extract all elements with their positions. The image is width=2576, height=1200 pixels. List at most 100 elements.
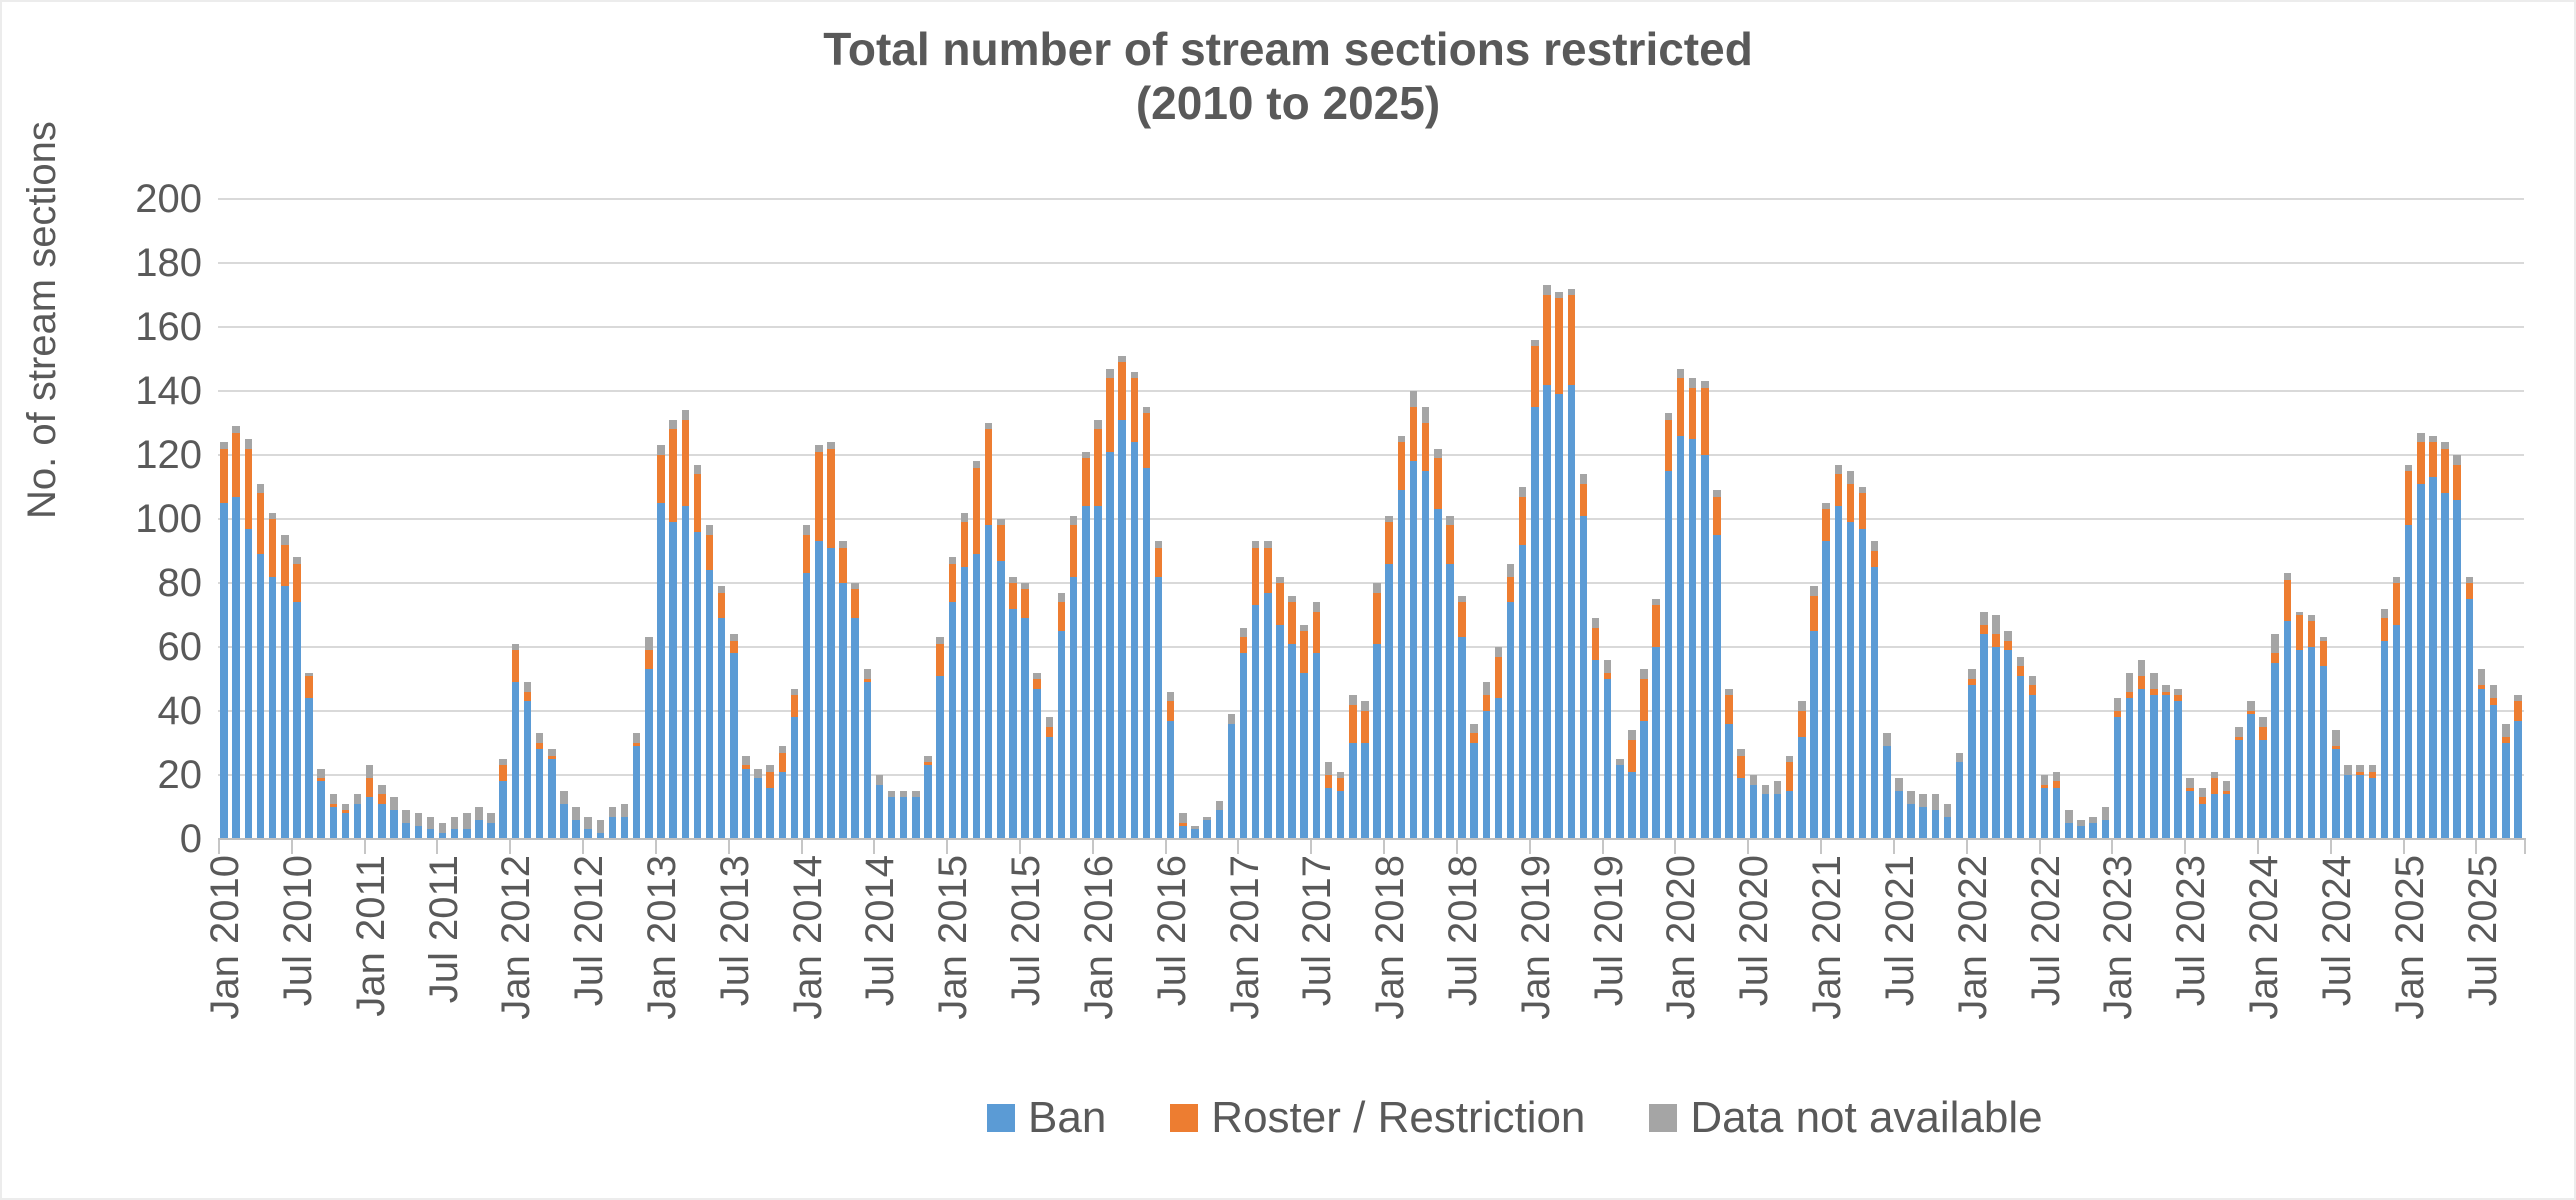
bar-jul-2015-ban — [1021, 618, 1029, 839]
bar-oct-2012-ban — [620, 816, 629, 839]
bar-aug-2011-na — [450, 816, 459, 830]
bar-apr-2018-roster — [1421, 423, 1430, 471]
bar-sep-2015-roster — [1045, 727, 1054, 737]
bar-feb-2020-ban — [1688, 439, 1697, 839]
bar-sep-2024-roster — [2356, 771, 2364, 775]
bar-nov-2022-na — [2089, 816, 2097, 823]
x-tick-mark-8 — [800, 840, 803, 854]
bar-feb-2025-ban — [2417, 483, 2425, 839]
bar-jun-2015-ban — [1009, 608, 1017, 839]
x-tick-mark-end — [2524, 840, 2526, 854]
chart-title-line2: (2010 to 2025) — [1135, 77, 1441, 129]
bar-jun-2016-roster — [1154, 547, 1163, 577]
bar-dec-2018-roster — [1518, 496, 1527, 545]
bar-mar-2018-roster — [1409, 407, 1418, 462]
plot-area — [218, 198, 2524, 839]
bar-dec-2012-roster — [645, 650, 653, 670]
bar-aug-2015-roster — [1033, 679, 1041, 689]
bar-jun-2019-na — [1591, 618, 1600, 628]
bar-sep-2015-na — [1045, 717, 1054, 727]
bar-apr-2020-roster — [1713, 496, 1721, 535]
bar-sep-2013-ban — [754, 778, 762, 839]
bar-jun-2016-na — [1154, 541, 1163, 548]
bar-jun-2021-ban — [1883, 746, 1891, 839]
bar-oct-2019-ban — [1640, 720, 1648, 839]
bar-nov-2012-na — [632, 733, 641, 743]
bar-jul-2024-roster — [2332, 746, 2340, 750]
bar-apr-2018-na — [1421, 407, 1430, 423]
bar-oct-2021-ban — [1931, 810, 1940, 839]
bar-dec-2020-na — [1810, 586, 1818, 596]
y-tick-label-180: 180 — [135, 241, 202, 285]
bar-oct-2017-na — [1349, 695, 1357, 705]
bar-sep-2014-na — [899, 791, 908, 798]
bar-jan-2018-roster — [1385, 522, 1393, 564]
bar-sep-2022-na — [2065, 810, 2073, 823]
bar-dec-2024-ban — [2392, 624, 2401, 839]
bar-may-2024-roster — [2307, 621, 2316, 647]
bar-jan-2022-roster — [1968, 679, 1976, 686]
bar-aug-2019-na — [1616, 759, 1624, 766]
bar-aug-2016-ban — [1179, 826, 1187, 839]
bar-dec-2017-ban — [1373, 643, 1381, 839]
bar-jul-2019-na — [1603, 659, 1612, 673]
bar-may-2025-ban — [2453, 499, 2461, 839]
x-tick-label-jan-2020: Jan 2020 — [1659, 855, 1704, 1020]
bar-dec-2019-na — [1664, 413, 1673, 420]
bar-mar-2012-roster — [535, 743, 544, 750]
bar-jan-2016-na — [1094, 419, 1102, 430]
bar-jan-2025-na — [2404, 464, 2413, 471]
bar-feb-2016-na — [1106, 368, 1114, 379]
bar-jan-2017-na — [1239, 627, 1248, 638]
gridline-200 — [218, 198, 2524, 200]
bar-apr-2022-ban — [2004, 650, 2012, 839]
bar-oct-2025-na — [2514, 695, 2522, 702]
bar-nov-2010-na — [341, 803, 350, 811]
bar-apr-2025-roster — [2441, 448, 2449, 494]
bar-apr-2015-roster — [984, 429, 993, 526]
bar-apr-2020-ban — [1713, 535, 1721, 839]
legend: Ban Roster / Restriction Data not availa… — [987, 1094, 2043, 1142]
bar-nov-2017-na — [1361, 701, 1369, 711]
bar-jun-2017-roster — [1300, 631, 1308, 673]
bar-aug-2017-roster — [1324, 775, 1333, 788]
bar-apr-2023-roster — [2150, 688, 2158, 695]
x-tick-mark-11 — [1019, 840, 1022, 854]
bar-oct-2018-na — [1494, 647, 1503, 657]
x-tick-label-jul-2014: Jul 2014 — [858, 855, 903, 1007]
bar-jan-2014-ban — [802, 573, 811, 839]
bar-may-2021-roster — [1870, 551, 1879, 567]
bar-apr-2022-na — [2004, 631, 2012, 641]
bar-mar-2010-roster — [244, 448, 253, 529]
legend-swatch-ban-icon — [987, 1104, 1015, 1132]
x-tick-label-jul-2025: Jul 2025 — [2460, 855, 2505, 1007]
bar-sep-2015-ban — [1045, 736, 1054, 839]
bar-may-2022-na — [2016, 656, 2025, 667]
bar-feb-2017-na — [1251, 541, 1260, 548]
bar-apr-2015-ban — [984, 525, 993, 839]
bar-nov-2017-roster — [1361, 711, 1369, 743]
y-tick-label-100: 100 — [135, 497, 202, 541]
bar-oct-2015-roster — [1057, 602, 1066, 631]
x-tick-mark-2 — [363, 840, 366, 854]
bar-aug-2018-roster — [1470, 733, 1478, 743]
bar-nov-2018-na — [1506, 563, 1515, 577]
bar-jun-2012-na — [572, 807, 580, 820]
x-tick-mark-0 — [218, 840, 220, 854]
bar-dec-2011-roster — [499, 765, 507, 782]
bar-jan-2019-roster — [1531, 346, 1539, 407]
bar-apr-2021-na — [1858, 487, 1867, 494]
bar-mar-2024-na — [2283, 573, 2292, 580]
x-tick-mark-30 — [2402, 840, 2405, 854]
bar-mar-2024-roster — [2283, 579, 2292, 622]
x-tick-label-jan-2013: Jan 2013 — [639, 855, 684, 1020]
bar-oct-2024-roster — [2368, 771, 2377, 779]
bar-jul-2022-na — [2040, 775, 2049, 785]
bar-jan-2013-ban — [657, 503, 665, 839]
bar-mar-2014-roster — [827, 448, 835, 548]
x-tick-label-jan-2016: Jan 2016 — [1076, 855, 1121, 1020]
bar-jan-2023-roster — [2113, 711, 2122, 718]
bar-jan-2023-na — [2113, 698, 2122, 711]
bar-aug-2014-ban — [887, 797, 896, 839]
bar-jan-2014-roster — [802, 535, 811, 574]
